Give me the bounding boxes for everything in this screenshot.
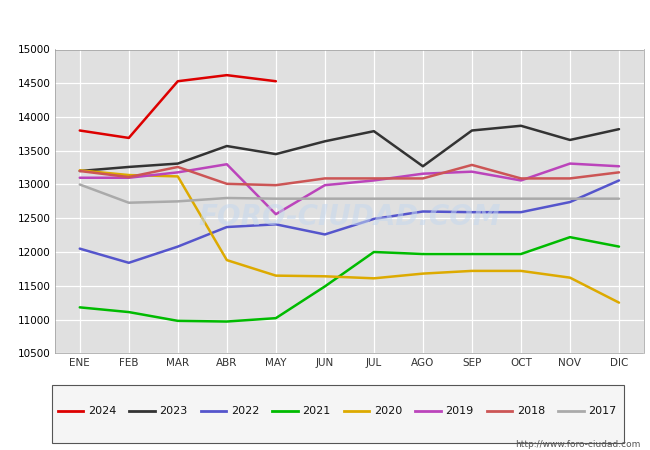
Text: 2023: 2023 [159,406,188,416]
Text: 2017: 2017 [588,406,617,416]
Text: Afiliados en Puerto de la Cruz a 31/5/2024: Afiliados en Puerto de la Cruz a 31/5/20… [128,14,522,33]
Text: 2020: 2020 [374,406,402,416]
Text: 2022: 2022 [231,406,259,416]
Text: 2021: 2021 [302,406,331,416]
Text: 2019: 2019 [445,406,474,416]
FancyBboxPatch shape [52,385,624,443]
Text: FORO-CIUDAD.COM: FORO-CIUDAD.COM [198,202,500,230]
Text: 2024: 2024 [88,406,116,416]
Text: http://www.foro-ciudad.com: http://www.foro-ciudad.com [515,440,640,449]
Text: 2018: 2018 [517,406,545,416]
